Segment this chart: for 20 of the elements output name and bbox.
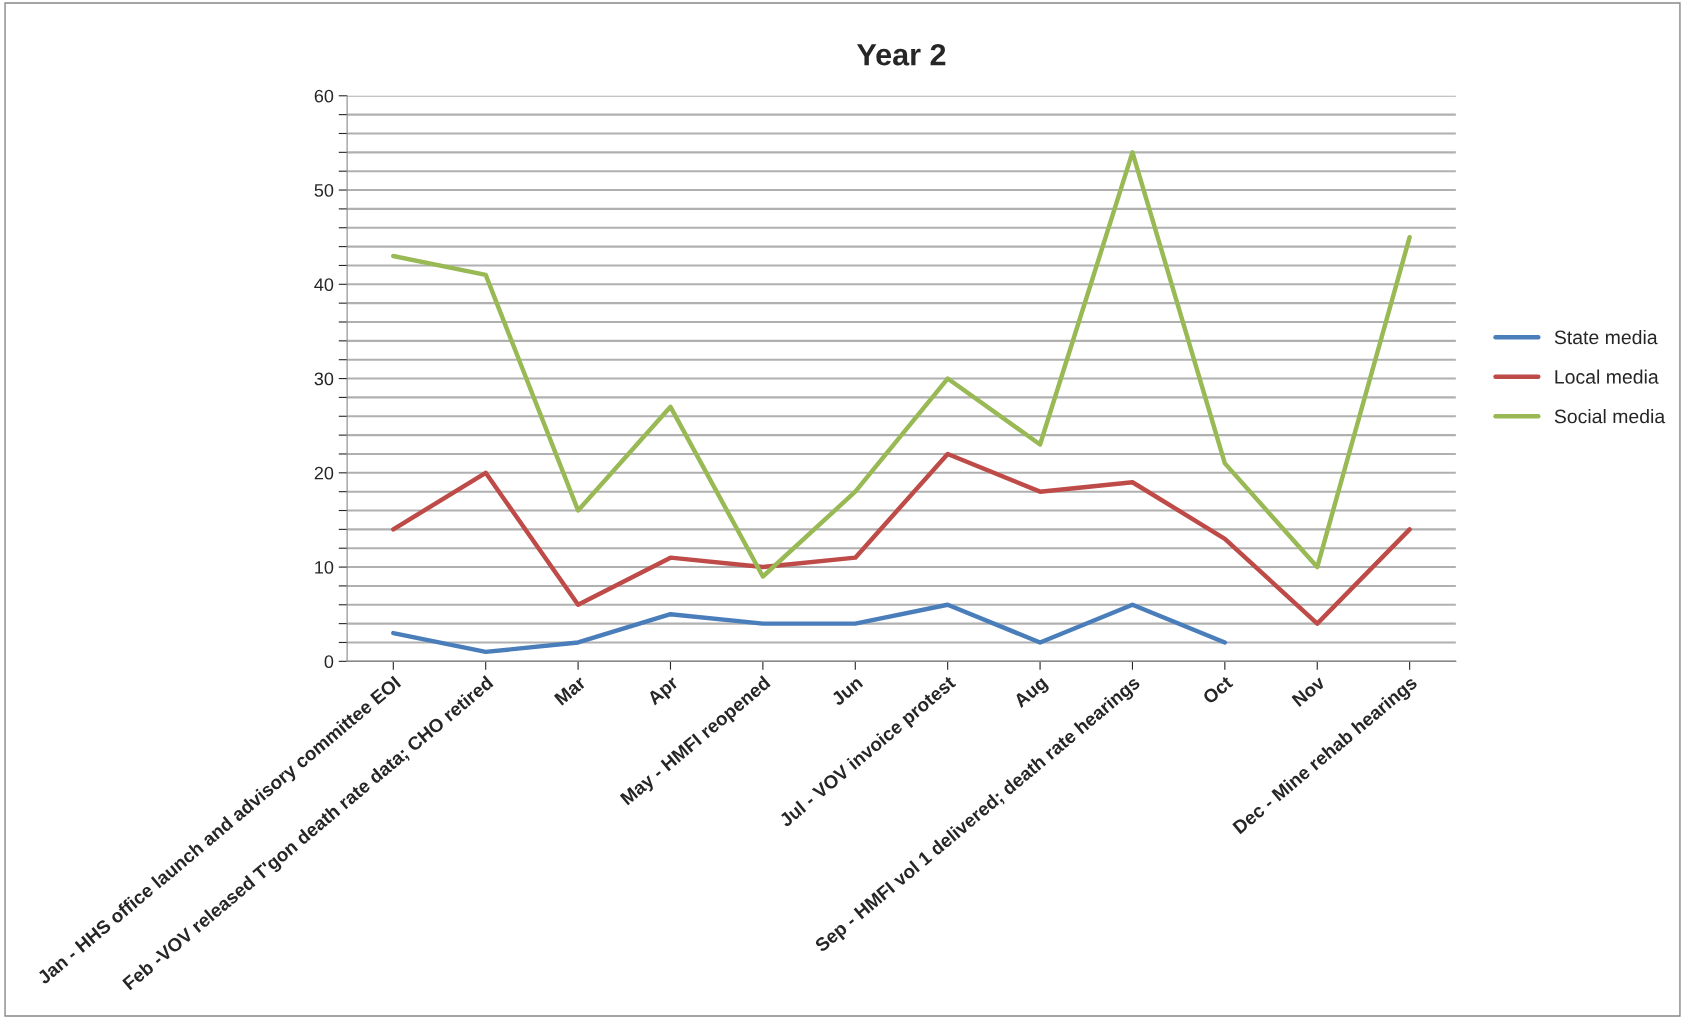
y-tick-label: 10 bbox=[315, 561, 334, 574]
y-tick-label: 60 bbox=[314, 89, 334, 103]
y-tick-label: 0 bbox=[324, 655, 334, 669]
y-tick-label: 30 bbox=[314, 372, 334, 386]
legend-label: Local media bbox=[1555, 369, 1659, 384]
x-tick-label: Aug bbox=[1012, 675, 1051, 712]
y-tick-label: 40 bbox=[314, 278, 334, 292]
x-tick-label: Oct bbox=[1201, 675, 1234, 705]
legend-label: State media bbox=[1554, 329, 1658, 345]
legend-label: Social media bbox=[1554, 409, 1666, 424]
x-tick-label: Mar bbox=[553, 675, 587, 706]
line-series bbox=[391, 150, 1412, 579]
y-tick-label: 50 bbox=[314, 183, 334, 197]
x-tick-label: Nov bbox=[1291, 675, 1327, 708]
line-series bbox=[391, 451, 1412, 626]
x-tick-label: Jun bbox=[830, 675, 864, 707]
line-series bbox=[391, 602, 1228, 655]
x-tick-label: Apr bbox=[646, 675, 682, 709]
y-tick-label: 20 bbox=[314, 466, 334, 480]
chart-title: Year 2 bbox=[856, 43, 946, 66]
